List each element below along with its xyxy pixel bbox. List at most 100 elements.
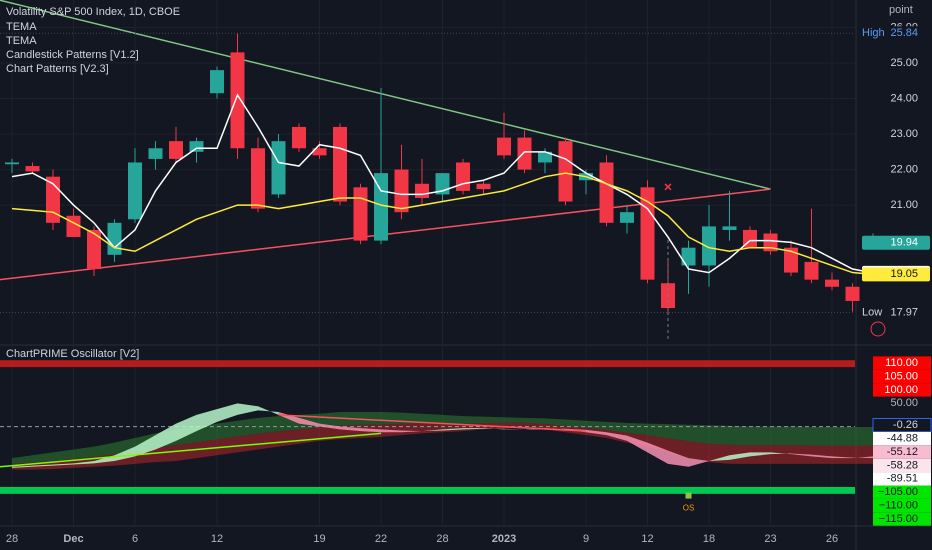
y-tick-label: 21.00 — [890, 199, 918, 211]
price-label-value: 19.05 — [890, 268, 918, 280]
osc-label: 110.00 — [885, 357, 918, 369]
ribbon-segment — [832, 456, 853, 459]
candle-body — [784, 247, 798, 273]
ribbon-segment — [606, 432, 627, 441]
x-tick-label: 12 — [641, 533, 653, 545]
x-tick-label: 2023 — [492, 533, 516, 545]
osc-label: -89.51 — [887, 473, 918, 485]
zone-band — [0, 360, 855, 368]
axes: 21.0022.0023.0024.0025.0026.0028Dec61219… — [0, 21, 932, 545]
osc-label-box — [873, 369, 931, 384]
candle-body — [620, 212, 634, 223]
x-tick-label: 12 — [211, 533, 223, 545]
ribbon-segment — [340, 426, 361, 432]
x-tick-label: 28 — [6, 533, 18, 545]
ribbon-segment — [442, 428, 463, 431]
candle-body — [25, 166, 40, 172]
osc-label-box — [873, 485, 931, 499]
osc-label-box — [873, 472, 931, 486]
osc-label-box — [873, 498, 931, 513]
candle-body — [148, 148, 163, 159]
ribbon-segment — [258, 406, 279, 415]
ribbon-segment — [73, 461, 94, 465]
ribbon-segment — [729, 452, 750, 460]
cloud-upper — [12, 412, 873, 464]
candle-body — [415, 183, 429, 198]
osc-label: -58.28 — [887, 459, 918, 471]
x-tick-label: 28 — [436, 533, 448, 545]
candle-body — [333, 126, 347, 202]
y-tick-label: 25.00 — [890, 57, 918, 69]
ribbon-segment — [217, 403, 238, 422]
osc-label: 105.00 — [884, 370, 918, 382]
osc-label-box — [873, 445, 931, 459]
plot: × OS — [0, 0, 880, 513]
price-label-value: 25.84 — [890, 27, 918, 39]
candle-body — [497, 137, 511, 156]
indicator: TEMA — [6, 21, 37, 33]
indicator: TEMA — [6, 35, 37, 47]
x-tick-label: 6 — [132, 533, 138, 545]
x-tick-label: 19 — [313, 533, 325, 545]
osc-label: −105.00 — [878, 486, 918, 498]
osc-label-box — [873, 383, 931, 397]
osc-label: -44.88 — [887, 433, 918, 445]
ribbon-segment — [811, 454, 832, 459]
ribbon-segment — [32, 464, 53, 467]
candle-body — [230, 52, 245, 149]
osc-label: -55.12 — [887, 446, 918, 458]
alert-icon[interactable] — [870, 321, 886, 337]
trendline — [0, 0, 771, 190]
candle-body — [394, 169, 409, 213]
candle-body — [251, 148, 265, 209]
ribbon-segment — [668, 450, 689, 467]
osc-label-box — [873, 458, 931, 473]
osc-label: 50.00 — [890, 397, 918, 409]
signal-marker — [685, 492, 692, 499]
ribbon-segment — [135, 435, 156, 457]
x-tick-label: 23 — [764, 533, 776, 545]
price-label-box — [862, 267, 930, 282]
candle-body — [825, 279, 839, 287]
ribbon-segment — [688, 458, 709, 467]
y-tick-label: 24.00 — [890, 92, 918, 104]
y-tick-label: 23.00 — [890, 128, 918, 140]
candle-body — [476, 183, 491, 190]
ribbon-segment — [504, 428, 525, 430]
candle-body — [517, 137, 532, 170]
cloud-lower — [12, 422, 873, 470]
tema-line — [11, 93, 874, 274]
candle-body — [312, 148, 327, 156]
ribbon-segment — [12, 465, 33, 468]
ribbon-segment — [299, 417, 320, 427]
y-tick-label: 22.00 — [890, 163, 918, 175]
ribbon-segment — [586, 429, 607, 436]
indicator: Candlestick Patterns [V1.2] — [6, 49, 139, 61]
zone-band — [0, 486, 855, 494]
candle-body — [374, 173, 388, 241]
candle-body — [640, 187, 655, 280]
candle-body — [128, 162, 142, 220]
candle-body — [189, 141, 204, 152]
price-label-box — [890, 26, 930, 41]
x-tick-label: 9 — [583, 533, 589, 545]
ribbon-segment — [176, 414, 197, 441]
candle-body — [292, 126, 306, 149]
candle-body — [210, 70, 224, 94]
osc-label-box — [873, 512, 931, 526]
candle-body — [702, 226, 716, 266]
ribbon-segment — [381, 429, 402, 433]
chart-title: Volatility S&P 500 Index, 1D, CBOE — [6, 6, 180, 18]
osc-label: -0.26 — [893, 419, 918, 431]
candle-body — [845, 286, 860, 301]
osc-trendline — [0, 432, 382, 468]
ribbon-segment — [319, 423, 340, 430]
ribbon-segment — [770, 452, 791, 455]
x-tick-label: 22 — [375, 533, 387, 545]
pattern-marker: × — [664, 179, 672, 195]
candle-body — [722, 226, 737, 230]
ribbon-segment — [155, 423, 176, 450]
ribbon-segment — [360, 428, 381, 433]
